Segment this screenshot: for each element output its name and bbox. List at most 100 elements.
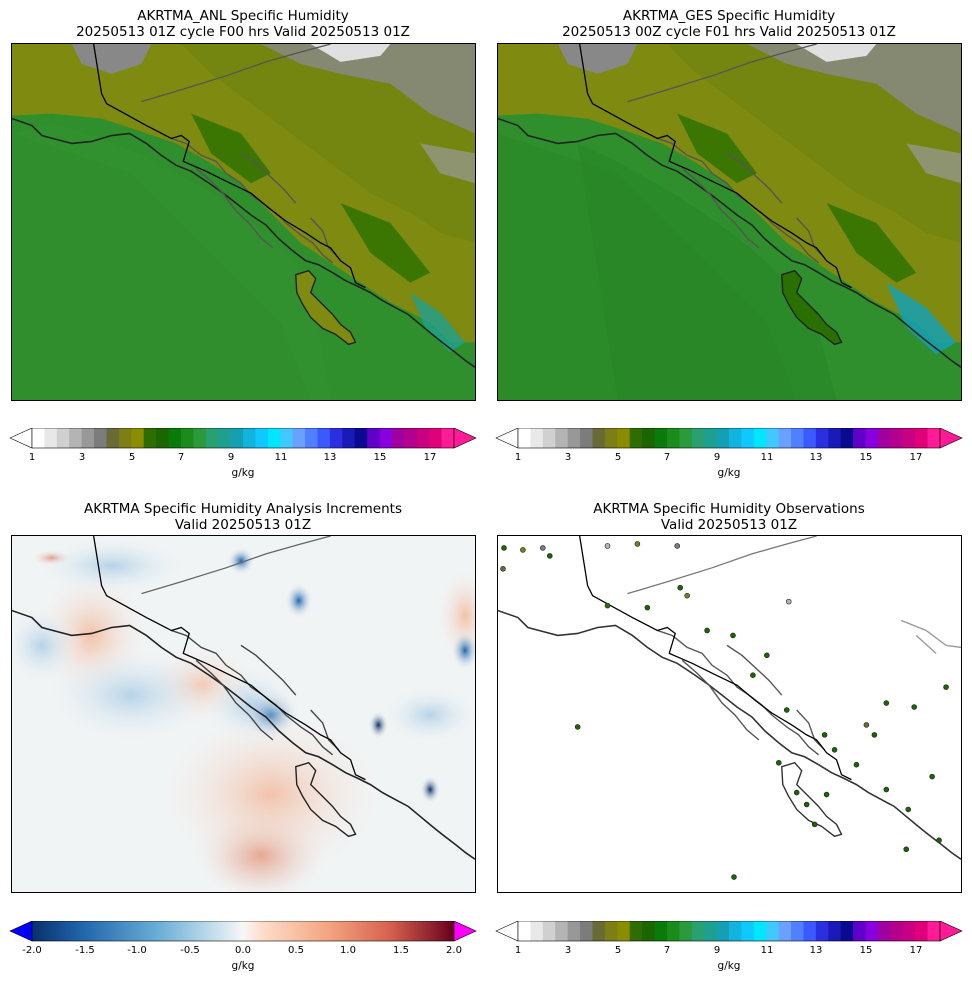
colorbar-swatch [555,428,569,448]
colorbar-swatch [828,428,842,448]
colorbar-swatch [642,428,656,448]
colorbar-swatch [542,921,556,941]
colorbar-swatch [44,428,58,448]
panel-ges-title-line1: AKRTMA_GES Specific Humidity [622,8,836,24]
panel-obs-title-line1: AKRTMA Specific Humidity Observations [593,501,865,517]
colorbar-swatch [592,921,606,941]
colorbar-swatch [753,428,767,448]
colorbar-swatch [716,921,730,941]
colorbar-swatch [441,428,455,448]
colorbar-swatch [617,921,631,941]
colorbar-inc-tick: 1.5 [393,945,409,956]
colorbar-swatch [416,428,430,448]
colorbar-swatch [704,921,718,941]
colorbar-obs-tick: 3 [564,945,572,956]
colorbar-swatch [379,428,393,448]
panel-anl-title-line2: 20250513 01Z cycle F00 hrs Valid 2025051… [76,24,410,40]
colorbar-swatch [666,428,680,448]
colorbar-swatch [342,428,356,448]
colorbar-obs-graphic [495,921,963,942]
colorbar-swatch [317,428,331,448]
colorbar-swatch [666,921,680,941]
colorbar-inc-unit: g/kg [231,960,255,972]
panel-inc-title: AKRTMA Specific Humidity Analysis Increm… [0,501,486,533]
colorbar-swatch [729,921,742,941]
colorbar-swatch [902,428,916,448]
colorbar-swatch [766,921,780,941]
colorbar-swatch [156,428,170,448]
colorbar-swatch [180,428,194,448]
colorbar-swatch [791,921,804,941]
colorbar-inc-tick: -0.5 [180,945,200,956]
colorbar-anl-tick: 7 [177,452,185,463]
colorbar-obs: 1 3 5 7 9 11 13 15 17 g/kg [486,921,972,981]
colorbar-swatch [354,428,368,448]
panel-ges-map [497,43,962,401]
colorbar-extend-max [939,428,963,449]
colorbar-swatch [292,428,306,448]
observation-points [500,541,949,880]
colorbar-swatch [679,428,693,448]
colorbar-swatch [865,921,879,941]
colorbar-swatch [815,921,829,941]
colorbar-ges-tick: 5 [614,452,622,463]
colorbar-swatch [205,428,219,448]
colorbar-inc: -2.0 -1.5 -1.0 -0.5 0.0 0.5 1.0 1.5 2.0 … [0,921,486,981]
colorbar-swatch [255,428,269,448]
colorbar-swatch [828,921,842,941]
colorbar-anl-tick: 17 [423,452,437,463]
colorbar-swatch [555,921,569,941]
colorbar-anl-tick: 5 [128,452,136,463]
colorbar-swatch [218,428,232,448]
colorbar-swatch [530,428,544,448]
colorbar-swatch [840,921,854,941]
colorbar-swatch [877,428,891,448]
colorbar-swatch [927,428,941,448]
colorbar-swatch [815,428,829,448]
colorbar-anl-tick: 3 [78,452,86,463]
colorbar-ges-tick: 13 [809,452,823,463]
colorbar-swatch [691,428,705,448]
colorbar-swatch [530,921,544,941]
colorbar-swatch [143,428,157,448]
colorbar-extend-min [9,428,33,449]
panel-obs-map [497,535,962,893]
colorbar-swatch [629,428,643,448]
colorbar-swatch [840,428,854,448]
panel-inc-title-line2: Valid 20250513 01Z [174,517,312,533]
panel-anl-title-line1: AKRTMA_ANL Specific Humidity [137,8,349,24]
colorbar-inc-tick: -1.5 [75,945,95,956]
colorbar-swatch [367,428,381,448]
colorbar-obs-unit: g/kg [717,960,741,972]
colorbar-anl-tick: 13 [323,452,337,463]
colorbar-obs-tick: 7 [663,945,671,956]
colorbar-inc-tick: -1.0 [127,945,147,956]
colorbar-anl-unit: g/kg [231,467,255,479]
colorbar-swatch [654,428,668,448]
colorbar-swatch [280,428,294,448]
colorbar-swatch [604,428,618,448]
colorbar-swatch [890,921,904,941]
colorbar-anl-tick: 1 [28,452,36,463]
panel-anl-title: AKRTMA_ANL Specific Humidity 20250513 01… [0,8,486,40]
colorbar-swatch [915,428,929,448]
colorbar-inc-graphic [9,921,477,942]
colorbar-swatch [267,428,281,448]
colorbar-anl: 1 3 5 7 9 11 13 15 17 g/kg [0,428,486,488]
colorbar-swatch [230,428,244,448]
colorbar-swatch [243,428,256,448]
colorbar-obs-tick: 17 [909,945,923,956]
colorbar-obs-tick: 13 [809,945,823,956]
colorbar-swatch [56,428,70,448]
colorbar-ges-tick: 7 [663,452,671,463]
colorbar-swatch [778,921,792,941]
colorbar-inc-tick: 2.0 [446,945,462,956]
colorbar-extend-max [453,428,477,449]
colorbar-anl-tick: 9 [227,452,235,463]
colorbar-swatch [592,428,606,448]
colorbar-swatch [704,428,718,448]
colorbar-swatch [168,428,182,448]
colorbar-swatch [741,428,755,448]
colorbar-swatch [617,428,631,448]
colorbar-swatch [580,921,593,941]
